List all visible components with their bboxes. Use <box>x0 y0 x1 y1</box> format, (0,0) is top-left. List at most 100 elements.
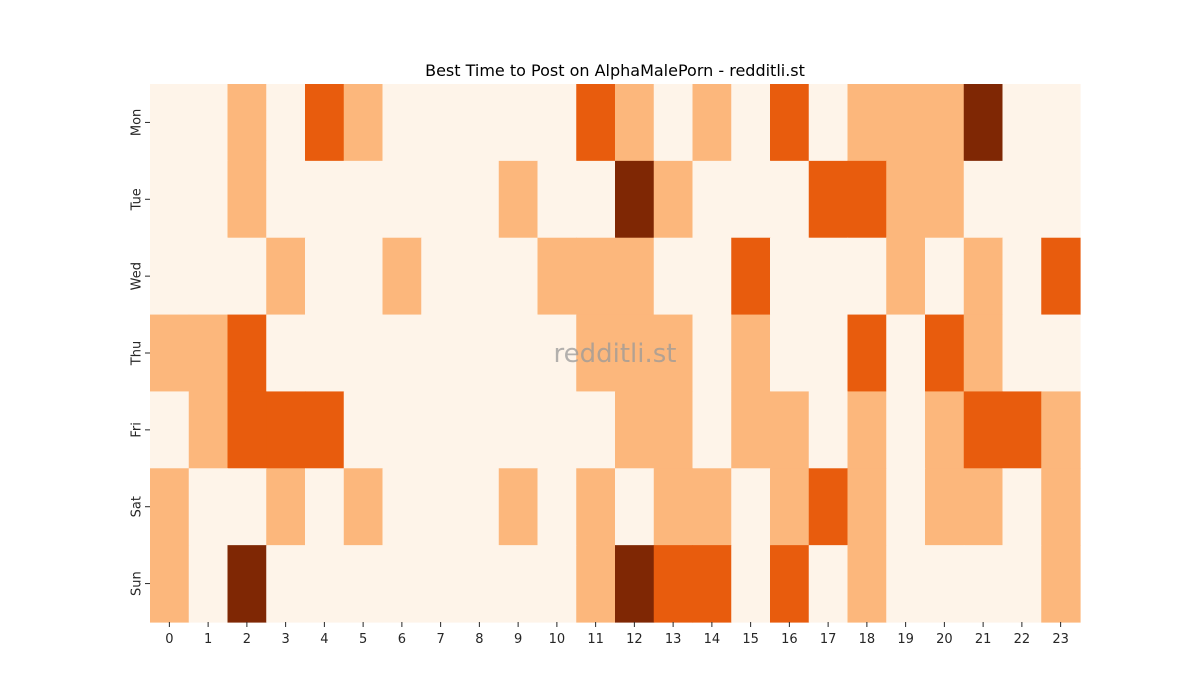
heatmap-cell-mon-21 <box>963 84 1004 162</box>
heatmap-cell-wed-13 <box>653 237 694 316</box>
x-tick-label: 12 <box>626 632 643 647</box>
x-tick-label: 11 <box>587 632 604 647</box>
heatmap-cell-wed-0 <box>150 237 190 316</box>
x-tick-label: 20 <box>936 632 953 647</box>
heatmap-cell-sun-17 <box>808 545 849 623</box>
heatmap-cell-sun-18 <box>847 545 887 623</box>
heatmap-cell-sat-15 <box>731 468 771 546</box>
heatmap-cell-sat-19 <box>886 468 926 546</box>
heatmap-cell-sun-1 <box>188 545 229 623</box>
heatmap-cell-mon-23 <box>1041 84 1081 162</box>
heatmap-cell-mon-4 <box>305 84 345 162</box>
heatmap-cell-tue-8 <box>460 160 500 239</box>
heatmap-cell-fri-18 <box>847 391 887 469</box>
x-tick-label: 16 <box>781 632 798 647</box>
x-tick-label: 10 <box>549 632 566 647</box>
heatmap-cell-sun-8 <box>460 545 500 623</box>
heatmap-cell-thu-16 <box>770 314 810 393</box>
x-axis: 0 1 2 3 4 5 6 7 8 9 10 11 12 13 14 15 16 17 18 19 20 21 22 23 <box>165 622 1069 647</box>
heatmap-cell-sat-3 <box>266 468 306 546</box>
heatmap-cell-thu-5 <box>343 314 384 393</box>
heatmap-cell-fri-21 <box>963 391 1004 469</box>
heatmap-cell-thu-19 <box>886 314 926 393</box>
heatmap-cell-mon-7 <box>421 84 461 162</box>
heatmap-cell-mon-13 <box>653 84 694 162</box>
heatmap-cell-mon-19 <box>886 84 926 162</box>
heatmap-cell-wed-19 <box>886 237 926 316</box>
heatmap-cell-thu-3 <box>266 314 306 393</box>
heatmap-cell-mon-14 <box>692 84 732 162</box>
heatmap-cell-tue-2 <box>227 160 267 239</box>
y-tick-label: Sun <box>130 571 145 596</box>
heatmap-cell-wed-15 <box>731 237 771 316</box>
heatmap-cell-tue-11 <box>576 160 616 239</box>
heatmap-cell-tue-10 <box>537 160 577 239</box>
heatmap-cell-sat-1 <box>188 468 229 546</box>
x-tick-label: 7 <box>436 632 444 647</box>
heatmap-cell-wed-6 <box>382 237 422 316</box>
heatmap-cell-thu-23 <box>1041 314 1081 393</box>
heatmap-cell-tue-5 <box>343 160 384 239</box>
heatmap-cell-fri-4 <box>305 391 345 469</box>
heatmap-cell-sun-11 <box>576 545 616 623</box>
heatmap-cell-thu-7 <box>421 314 461 393</box>
heatmap-cell-fri-17 <box>808 391 849 469</box>
heatmap-cell-sat-17 <box>808 468 849 546</box>
heatmap-cell-thu-1 <box>188 314 229 393</box>
heatmap-cell-wed-16 <box>770 237 810 316</box>
heatmap-cell-fri-11 <box>576 391 616 469</box>
x-tick-label: 2 <box>243 632 251 647</box>
heatmap-cell-tue-3 <box>266 160 306 239</box>
heatmap-cell-thu-2 <box>227 314 267 393</box>
x-tick-label: 17 <box>820 632 837 647</box>
heatmap-cell-fri-3 <box>266 391 306 469</box>
heatmap-cell-fri-13 <box>653 391 694 469</box>
heatmap-cell-mon-22 <box>1002 84 1042 162</box>
heatmap-cell-thu-10 <box>537 314 577 393</box>
heatmap-cell-mon-20 <box>925 84 965 162</box>
heatmap-cell-fri-16 <box>770 391 810 469</box>
heatmap-cell-mon-1 <box>188 84 229 162</box>
y-tick-label: Thu <box>130 341 145 366</box>
x-tick-label: 4 <box>320 632 328 647</box>
heatmap-cell-sat-9 <box>498 468 539 546</box>
heatmap-cell-fri-14 <box>692 391 732 469</box>
heatmap-cell-tue-1 <box>188 160 229 239</box>
x-tick-label: 3 <box>281 632 289 647</box>
heatmap-cell-tue-13 <box>653 160 694 239</box>
x-tick-label: 5 <box>359 632 367 647</box>
x-tick-label: 15 <box>742 632 759 647</box>
heatmap-cell-sat-14 <box>692 468 732 546</box>
y-axis: Mon Tue Wed Thu Fri Sat Sun <box>130 109 150 596</box>
heatmap-cell-wed-10 <box>537 237 577 316</box>
heatmap-cell-mon-17 <box>808 84 849 162</box>
heatmap-cell-tue-6 <box>382 160 422 239</box>
heatmap-cell-wed-5 <box>343 237 384 316</box>
heatmap-cell-mon-3 <box>266 84 306 162</box>
x-tick-label: 23 <box>1052 632 1069 647</box>
heatmap-cell-sat-0 <box>150 468 190 546</box>
heatmap-cell-tue-16 <box>770 160 810 239</box>
heatmap-cell-sat-21 <box>963 468 1004 546</box>
y-tick-label: Sat <box>130 496 145 517</box>
heatmap-cell-thu-6 <box>382 314 422 393</box>
heatmap-cell-thu-20 <box>925 314 965 393</box>
heatmap-cell-sun-10 <box>537 545 577 623</box>
heatmap-cell-wed-1 <box>188 237 229 316</box>
heatmap-cell-wed-14 <box>692 237 732 316</box>
x-tick-label: 13 <box>665 632 682 647</box>
heatmap-cell-tue-23 <box>1041 160 1081 239</box>
heatmap-cell-wed-23 <box>1041 237 1081 316</box>
heatmap-cell-fri-10 <box>537 391 577 469</box>
watermark: redditli.st <box>554 339 677 369</box>
heatmap-cell-fri-6 <box>382 391 422 469</box>
heatmap-cell-thu-21 <box>963 314 1004 393</box>
x-tick-label: 22 <box>1014 632 1031 647</box>
heatmap-cell-fri-23 <box>1041 391 1081 469</box>
heatmap-cell-sun-12 <box>615 545 655 623</box>
x-tick-label: 9 <box>514 632 522 647</box>
heatmap-cell-wed-2 <box>227 237 267 316</box>
heatmap-cell-tue-15 <box>731 160 771 239</box>
y-tick-label: Mon <box>130 109 145 136</box>
heatmap-cell-fri-20 <box>925 391 965 469</box>
